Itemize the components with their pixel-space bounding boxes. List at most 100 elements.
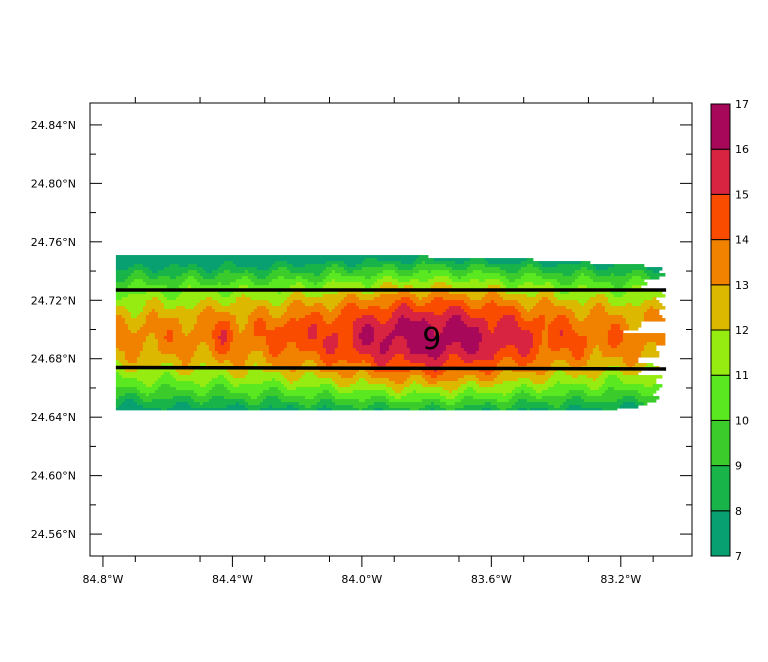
field-cell	[511, 357, 537, 361]
field-cell	[136, 357, 180, 361]
field-cell	[484, 294, 501, 298]
colorbar-label: 15	[735, 188, 749, 201]
field-cell	[442, 327, 480, 331]
field-cell	[163, 294, 180, 298]
field-cell	[184, 333, 189, 337]
field-cell	[304, 303, 315, 307]
field-cell	[205, 270, 213, 274]
field-cell	[229, 348, 270, 352]
field-cell	[289, 270, 324, 274]
field-cell	[562, 402, 624, 406]
field-cell	[193, 399, 210, 403]
field-cell	[499, 318, 516, 322]
field-cell	[256, 306, 267, 310]
field-cell	[592, 270, 633, 274]
field-cell	[424, 378, 459, 382]
field-cell	[352, 339, 363, 343]
field-cell	[502, 381, 534, 385]
field-cell	[352, 324, 366, 328]
field-cell	[373, 333, 390, 337]
field-cell	[229, 324, 240, 328]
field-cell	[211, 351, 219, 355]
field-cell	[148, 267, 165, 271]
field-cell	[430, 375, 438, 379]
field-cell	[412, 273, 453, 277]
field-cell	[445, 402, 456, 406]
field-cell	[115, 267, 129, 271]
field-cell	[370, 285, 381, 289]
field-cell	[157, 312, 201, 316]
field-cell	[370, 276, 384, 280]
field-cell	[322, 339, 339, 343]
field-cell	[217, 267, 258, 271]
field-cell	[433, 297, 444, 301]
field-cell	[610, 282, 627, 286]
field-cell	[481, 336, 534, 340]
field-cell	[343, 267, 363, 271]
field-cell	[223, 261, 234, 265]
field-cell	[295, 342, 324, 346]
field-cell	[586, 384, 603, 388]
field-cell	[418, 408, 432, 411]
field-cell	[637, 399, 657, 403]
field-cell	[163, 303, 198, 307]
field-cell	[145, 339, 159, 343]
field-cell	[361, 291, 375, 295]
field-cell	[259, 408, 300, 411]
field-cell	[463, 360, 474, 364]
field-cell	[118, 396, 141, 400]
field-cell	[178, 357, 192, 361]
field-cell	[550, 348, 561, 352]
field-cell	[373, 315, 393, 319]
field-cell	[559, 330, 564, 334]
field-cell	[268, 348, 285, 352]
field-cell	[622, 357, 639, 361]
field-cell	[427, 381, 438, 385]
field-cell	[505, 291, 540, 295]
field-cell	[424, 363, 444, 367]
field-cell	[364, 360, 375, 364]
field-cell	[373, 327, 396, 331]
field-cell	[253, 309, 270, 313]
field-cell	[544, 318, 555, 322]
field-cell	[388, 345, 408, 349]
field-cell	[181, 291, 219, 295]
field-cell	[208, 399, 246, 403]
field-cell	[472, 387, 516, 391]
field-cell	[337, 342, 354, 346]
field-cell	[517, 378, 531, 382]
field-cell	[451, 279, 471, 283]
field-cell	[319, 384, 333, 388]
field-cell	[379, 306, 390, 310]
field-cell	[403, 336, 483, 340]
field-cell	[214, 327, 231, 331]
field-cell	[232, 333, 255, 337]
y-tick-label: 24.60°N	[31, 470, 76, 483]
field-cell	[601, 372, 624, 376]
field-cell	[148, 333, 156, 337]
field-cell	[139, 327, 183, 331]
field-cell	[514, 279, 558, 283]
field-cell	[262, 381, 282, 385]
field-cell	[145, 303, 165, 307]
field-cell	[115, 330, 132, 334]
field-cell	[514, 318, 525, 322]
field-cell	[514, 345, 534, 349]
field-cell	[136, 378, 159, 382]
field-cell	[412, 267, 453, 271]
field-cell	[532, 264, 543, 268]
field-cell	[265, 327, 276, 331]
field-cell	[427, 321, 447, 325]
field-cell	[352, 345, 381, 349]
field-cell	[457, 393, 504, 397]
field-cell	[415, 303, 426, 307]
colorbar-swatch	[710, 374, 731, 421]
field-cell	[253, 363, 258, 367]
field-cell	[580, 357, 591, 361]
field-cell	[334, 351, 360, 355]
field-cell	[268, 309, 288, 313]
field-cell	[397, 318, 411, 322]
field-cell	[277, 291, 282, 295]
field-cell	[229, 345, 270, 349]
field-cell	[517, 321, 546, 325]
